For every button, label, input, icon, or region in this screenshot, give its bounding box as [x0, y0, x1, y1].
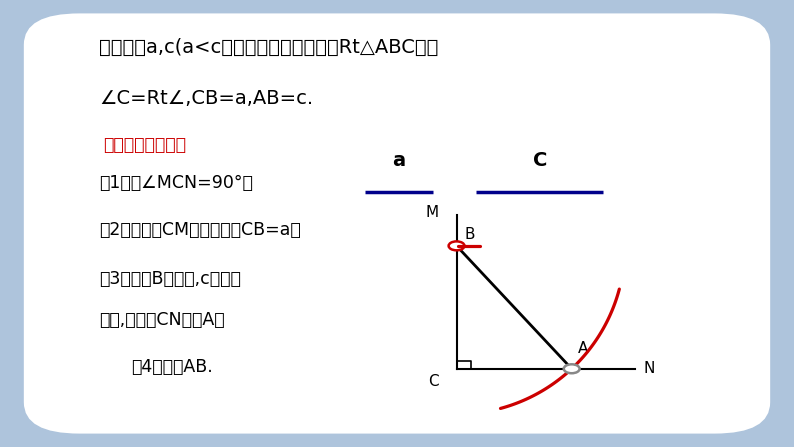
Text: 画弧,交射线CN于点A；: 画弧,交射线CN于点A；: [99, 311, 225, 329]
Text: （3）以点B为圆心,c为半径: （3）以点B为圆心,c为半径: [99, 270, 241, 288]
Text: A: A: [578, 341, 588, 356]
Text: （2）在射线CM上截取线段CB=a；: （2）在射线CM上截取线段CB=a；: [99, 221, 301, 239]
Circle shape: [564, 364, 580, 373]
Text: ∠C=Rt∠,CB=a,AB=c.: ∠C=Rt∠,CB=a,AB=c.: [99, 89, 314, 109]
Text: C: C: [533, 151, 547, 170]
Text: 已知线段a,c(a<c），利用直尺和圆规作Rt△ABC，使: 已知线段a,c(a<c），利用直尺和圆规作Rt△ABC，使: [99, 38, 438, 57]
Circle shape: [449, 241, 464, 250]
Text: （1）作∠MCN=90°；: （1）作∠MCN=90°；: [99, 174, 253, 192]
Text: N: N: [643, 361, 654, 376]
Text: （4）连接AB.: （4）连接AB.: [131, 358, 213, 375]
Text: a: a: [392, 151, 406, 170]
Text: 按照步骤做一做：: 按照步骤做一做：: [103, 136, 187, 154]
Text: M: M: [426, 205, 439, 220]
Text: C: C: [429, 374, 439, 389]
Text: B: B: [464, 227, 475, 242]
